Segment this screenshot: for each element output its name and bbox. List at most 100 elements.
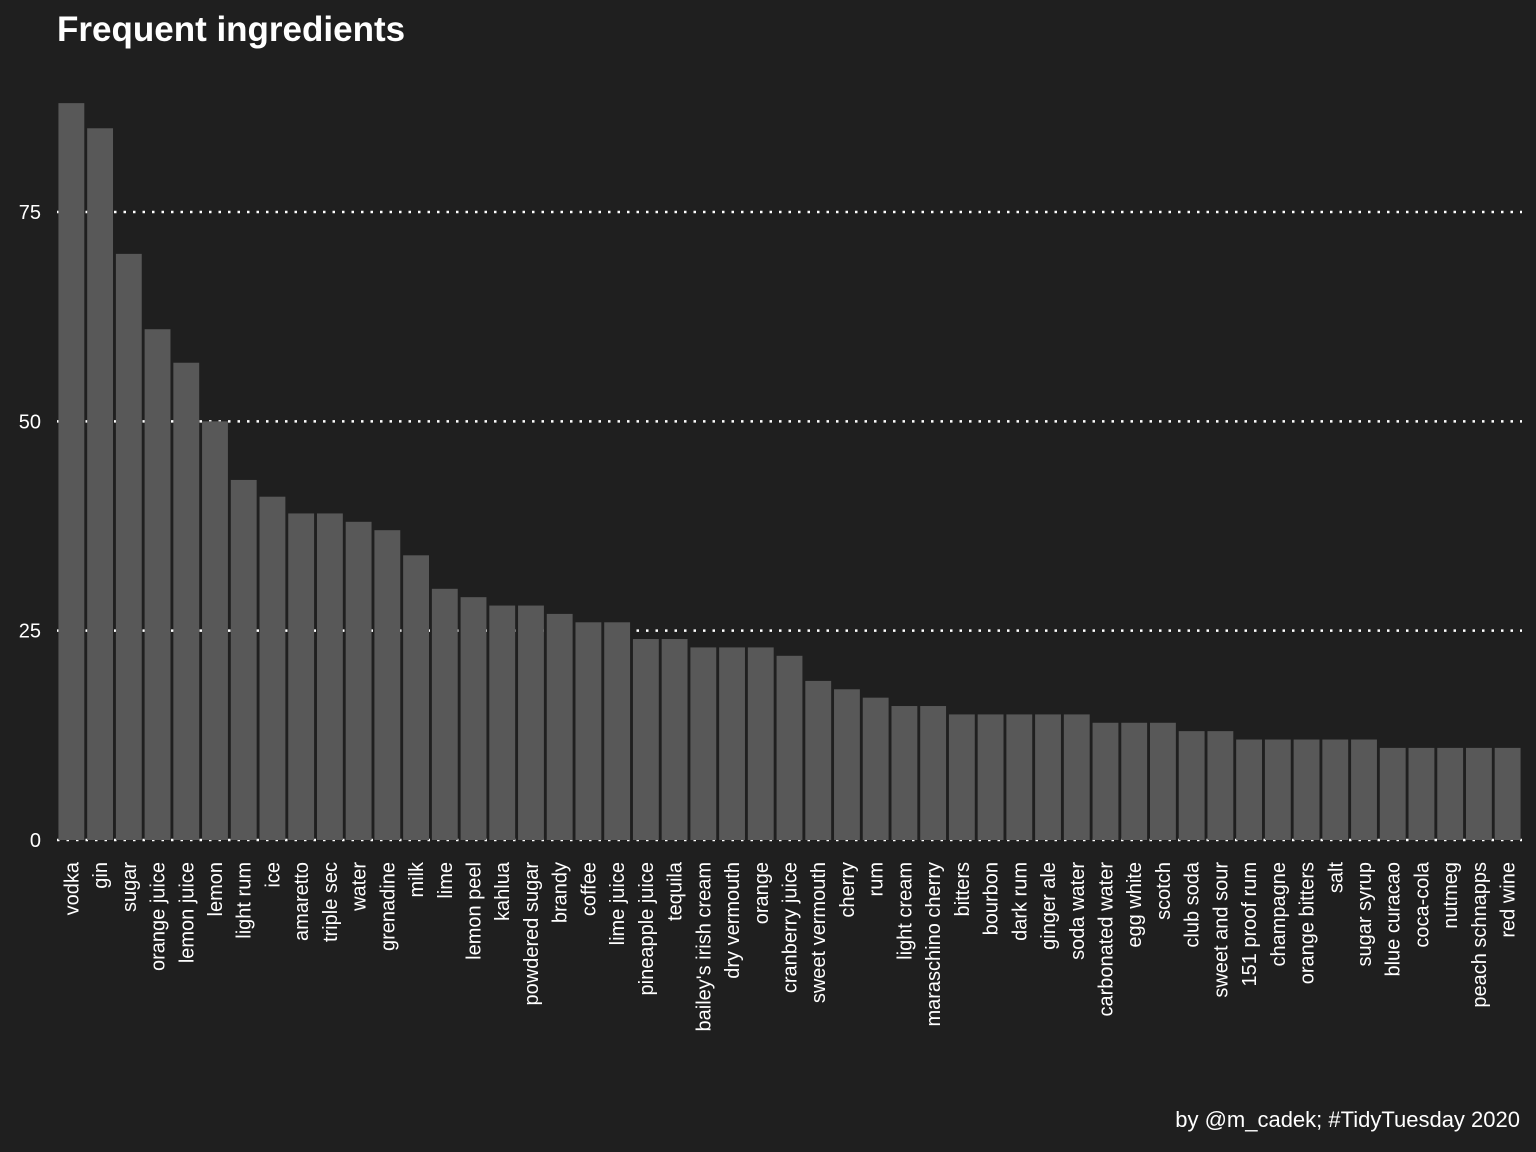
bar — [1437, 747, 1464, 840]
x-tick-label: nutmeg — [1440, 862, 1462, 929]
bar — [719, 647, 745, 840]
x-tick-label: egg white — [1124, 862, 1146, 948]
bar — [977, 714, 1004, 840]
bar — [575, 622, 602, 840]
bar — [834, 689, 860, 840]
x-tick-label: powdered sugar — [521, 862, 543, 1006]
x-tick-label: orange bitters — [1297, 862, 1319, 984]
x-tick-label: dry vermouth — [722, 862, 744, 979]
y-tick-label: 50 — [19, 411, 41, 433]
x-tick-label: light rum — [234, 862, 256, 939]
x-tick-label: light cream — [894, 862, 916, 960]
chart-title: Frequent ingredients — [57, 10, 406, 49]
x-tick-label: water — [349, 862, 371, 912]
bar — [489, 605, 516, 840]
bar — [518, 605, 544, 840]
bar — [173, 362, 200, 840]
x-tick-label: lemon juice — [176, 862, 198, 963]
x-tick-label: brandy — [550, 862, 572, 923]
x-tick-label: lime juice — [607, 862, 629, 945]
bar — [920, 706, 947, 840]
x-tick-label: milk — [406, 861, 428, 898]
bar — [1465, 747, 1492, 840]
x-tick-label: scotch — [1153, 862, 1175, 920]
y-axis-ticks: 0 25 50 75 — [19, 202, 41, 852]
chart-caption: by @m_cadek; #TidyTuesday 2020 — [1175, 1107, 1520, 1132]
x-tick-label: vodka — [61, 861, 83, 915]
y-tick-label: 0 — [30, 830, 41, 852]
bar — [1322, 739, 1349, 840]
bar — [316, 513, 343, 840]
x-tick-label: red wine — [1498, 862, 1520, 938]
bar — [460, 597, 487, 840]
x-tick-label: champagne — [1268, 862, 1290, 967]
bar — [345, 521, 372, 840]
bar — [805, 680, 832, 840]
y-tick-label: 25 — [19, 621, 41, 643]
x-tick-label: dark rum — [1009, 862, 1031, 941]
x-tick-label: coffee — [578, 862, 600, 916]
x-tick-label: orange juice — [148, 862, 170, 971]
x-tick-label: rum — [866, 862, 888, 896]
x-tick-label: grenadine — [377, 862, 399, 951]
bar — [115, 253, 142, 840]
bar — [431, 588, 458, 840]
x-tick-label: cranberry juice — [780, 862, 802, 993]
bar — [58, 103, 85, 840]
bar — [1494, 747, 1521, 840]
bar — [1408, 747, 1435, 840]
bar — [288, 513, 315, 840]
bar — [891, 706, 918, 840]
x-tick-label: carbonated water — [1095, 862, 1117, 1017]
x-tick-label: bailey's irish cream — [693, 862, 715, 1031]
x-tick-label: orange — [751, 862, 773, 924]
x-tick-label: sugar syrup — [1354, 862, 1376, 967]
bar — [776, 655, 803, 840]
bar — [1293, 739, 1320, 840]
x-tick-label: kahlua — [492, 861, 514, 921]
bar — [374, 530, 401, 840]
bar — [1092, 722, 1119, 840]
x-tick-label: club soda — [1182, 861, 1204, 947]
x-tick-label: blue curacao — [1383, 862, 1405, 977]
bar — [1264, 739, 1291, 840]
bar — [1178, 731, 1205, 840]
bar — [948, 714, 975, 840]
bar — [202, 421, 228, 840]
x-tick-label: sugar — [119, 862, 141, 912]
x-tick-label: coca-cola — [1411, 861, 1433, 947]
bar — [1351, 739, 1377, 840]
bar — [1121, 722, 1148, 840]
x-tick-label: maraschino cherry — [923, 862, 945, 1027]
x-tick-label: sweet vermouth — [808, 862, 830, 1003]
x-tick-label: bitters — [952, 862, 974, 916]
y-tick-label: 75 — [19, 202, 41, 224]
bar — [1035, 714, 1061, 840]
x-tick-label: bourbon — [981, 862, 1003, 935]
bar — [230, 479, 257, 840]
bar — [1006, 714, 1033, 840]
x-tick-label: lemon — [205, 862, 227, 916]
bar — [87, 128, 114, 840]
bar — [862, 697, 889, 840]
bars — [58, 103, 1521, 840]
bar — [747, 647, 774, 840]
bar — [546, 613, 573, 840]
x-tick-label: 151 proof rum — [1239, 862, 1261, 987]
x-tick-label: pineapple juice — [636, 862, 658, 995]
x-axis-labels: vodka gin sugar orange juice lemon juice lemo… — [61, 861, 1519, 1031]
x-tick-label: amaretto — [291, 862, 313, 941]
bar — [1063, 714, 1090, 840]
x-tick-label: soda water — [1067, 862, 1089, 960]
x-tick-label: salt — [1325, 862, 1347, 894]
bar — [259, 496, 286, 840]
x-tick-label: peach schnapps — [1469, 862, 1491, 1008]
x-tick-label: triple sec — [320, 862, 342, 942]
x-tick-label: sweet and sour — [1210, 862, 1232, 998]
bar — [661, 639, 688, 840]
x-tick-label: lemon peel — [464, 862, 486, 960]
x-tick-label: ginger ale — [1038, 862, 1060, 950]
x-tick-label: cherry — [837, 862, 859, 918]
bar — [604, 622, 631, 840]
